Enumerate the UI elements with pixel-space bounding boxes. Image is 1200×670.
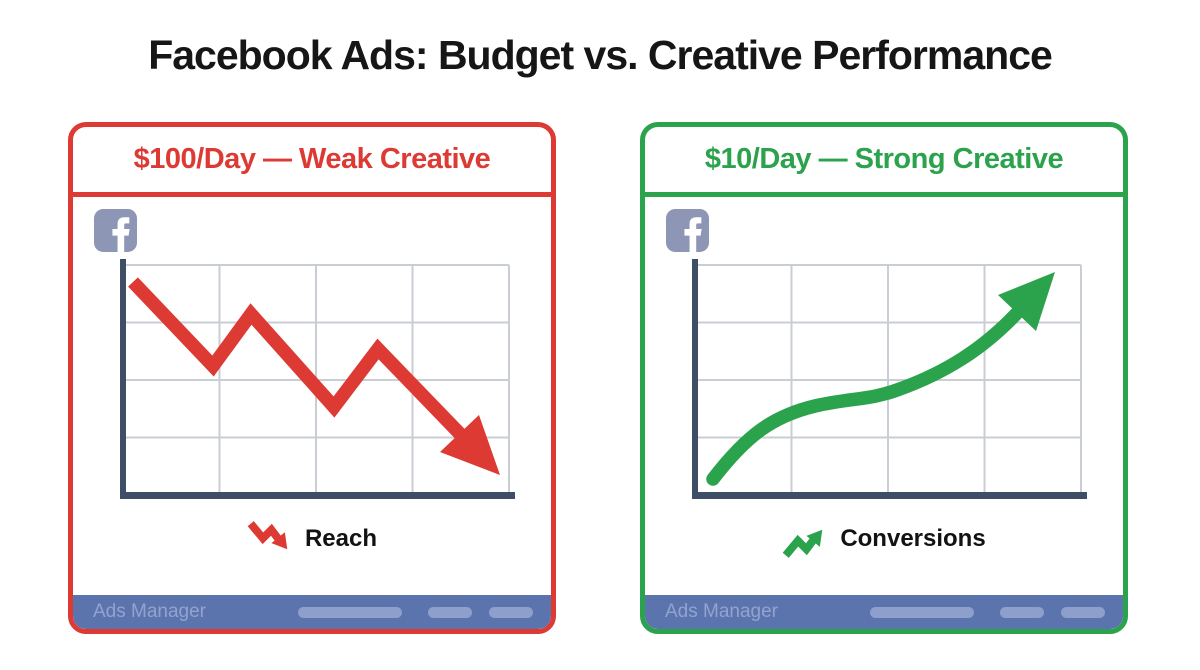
toolbar-pill-long [298,606,402,618]
trending-up-icon [782,529,823,558]
legend-reach: Reach [73,515,551,563]
panel-weak-creative: $100/Day — Weak Creative [68,122,556,634]
panel-strong-body: Conversions [645,197,1123,595]
panel-weak-header: $100/Day — Weak Creative [73,127,551,197]
reach-declining-chart [120,259,515,499]
trend-arrowhead-down-icon [440,415,500,475]
panel-strong-header-label: $10/Day — Strong Creative [704,143,1064,175]
panel-strong-header: $10/Day — Strong Creative [645,127,1123,197]
toolbar-pill-long [870,606,974,618]
panel-weak-header-label: $100/Day — Weak Creative [133,143,491,175]
ads-manager-bar: Ads Manager [73,595,551,629]
facebook-icon [94,209,137,252]
page-title: Facebook Ads: Budget vs. Creative Perfor… [148,32,1053,78]
toolbar-pill-short [1000,606,1044,618]
panel-strong-creative: $10/Day — Strong Creative [640,122,1128,634]
panel-weak-body: Reach [73,197,551,595]
conversions-trend-curve [706,306,1024,486]
ads-manager-bar: Ads Manager [645,595,1123,629]
chart-gridlines [695,264,1082,495]
trend-arrowhead-up-icon [998,272,1055,331]
reach-trend-line [128,277,468,442]
ads-manager-label: Ads Manager [665,601,779,622]
legend-conversions: Conversions [645,515,1123,563]
conversions-rising-chart [692,259,1087,499]
facebook-icon [666,209,709,252]
toolbar-pill-short [1061,606,1105,618]
ads-manager-label: Ads Manager [93,601,207,622]
legend-conversions-label: Conversions [840,525,986,552]
toolbar-pill-short [489,606,533,618]
trending-down-icon [247,520,288,549]
toolbar-pill-short [428,606,472,618]
legend-reach-label: Reach [304,525,378,552]
